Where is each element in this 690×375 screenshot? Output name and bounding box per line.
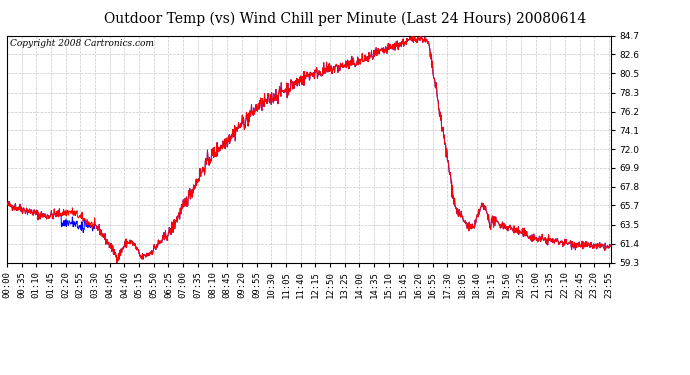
Text: Outdoor Temp (vs) Wind Chill per Minute (Last 24 Hours) 20080614: Outdoor Temp (vs) Wind Chill per Minute …: [104, 11, 586, 26]
Text: Copyright 2008 Cartronics.com: Copyright 2008 Cartronics.com: [10, 39, 154, 48]
